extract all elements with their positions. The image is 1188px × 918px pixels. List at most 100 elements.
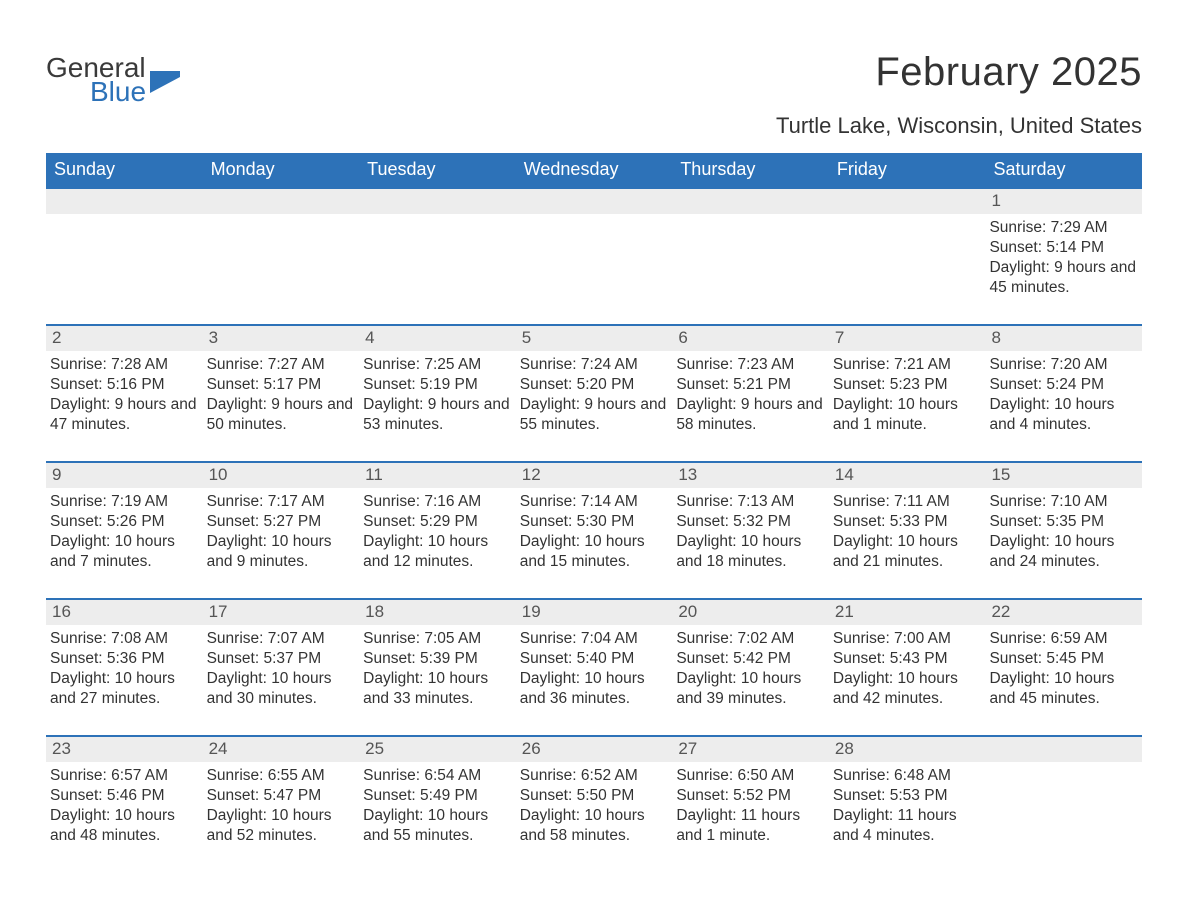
dow-header-cell: Friday	[829, 153, 986, 187]
daylight-text: Daylight: 10 hours and 9 minutes.	[207, 532, 354, 572]
brand-logo: General Blue	[46, 50, 180, 106]
day-number: 25	[359, 737, 516, 762]
sunrise-text: Sunrise: 6:59 AM	[989, 629, 1136, 649]
day-number: 16	[46, 600, 203, 625]
sunrise-text: Sunrise: 7:07 AM	[207, 629, 354, 649]
day-number: 14	[829, 463, 986, 488]
sunrise-text: Sunrise: 7:11 AM	[833, 492, 980, 512]
sunset-text: Sunset: 5:24 PM	[989, 375, 1136, 395]
day-number: 28	[829, 737, 986, 762]
day-number: 9	[46, 463, 203, 488]
day-details: Sunrise: 6:54 AMSunset: 5:49 PMDaylight:…	[359, 762, 516, 858]
sunrise-text: Sunrise: 7:16 AM	[363, 492, 510, 512]
day-number	[985, 737, 1142, 762]
daylight-text: Daylight: 10 hours and 15 minutes.	[520, 532, 667, 572]
daylight-text: Daylight: 9 hours and 45 minutes.	[989, 258, 1136, 298]
day-details	[672, 214, 829, 310]
sunset-text: Sunset: 5:42 PM	[676, 649, 823, 669]
day-details: Sunrise: 7:19 AMSunset: 5:26 PMDaylight:…	[46, 488, 203, 584]
details-row: Sunrise: 7:29 AMSunset: 5:14 PMDaylight:…	[46, 214, 1142, 324]
day-number	[359, 189, 516, 214]
sunset-text: Sunset: 5:27 PM	[207, 512, 354, 532]
daylight-text: Daylight: 10 hours and 4 minutes.	[989, 395, 1136, 435]
day-details: Sunrise: 7:28 AMSunset: 5:16 PMDaylight:…	[46, 351, 203, 447]
daylight-text: Daylight: 10 hours and 21 minutes.	[833, 532, 980, 572]
day-details: Sunrise: 7:05 AMSunset: 5:39 PMDaylight:…	[359, 625, 516, 721]
week-block: 1Sunrise: 7:29 AMSunset: 5:14 PMDaylight…	[46, 187, 1142, 324]
day-number: 24	[203, 737, 360, 762]
sunset-text: Sunset: 5:23 PM	[833, 375, 980, 395]
day-details: Sunrise: 6:57 AMSunset: 5:46 PMDaylight:…	[46, 762, 203, 858]
brand-text: General Blue	[46, 54, 146, 106]
daylight-text: Daylight: 10 hours and 48 minutes.	[50, 806, 197, 846]
daynum-row: 1	[46, 189, 1142, 214]
daynum-row: 232425262728	[46, 737, 1142, 762]
day-number: 3	[203, 326, 360, 351]
day-number	[46, 189, 203, 214]
daylight-text: Daylight: 9 hours and 50 minutes.	[207, 395, 354, 435]
sunrise-text: Sunrise: 7:10 AM	[989, 492, 1136, 512]
daylight-text: Daylight: 10 hours and 39 minutes.	[676, 669, 823, 709]
daylight-text: Daylight: 10 hours and 24 minutes.	[989, 532, 1136, 572]
day-number: 17	[203, 600, 360, 625]
daylight-text: Daylight: 10 hours and 12 minutes.	[363, 532, 510, 572]
sunset-text: Sunset: 5:53 PM	[833, 786, 980, 806]
sunrise-text: Sunrise: 7:21 AM	[833, 355, 980, 375]
day-details: Sunrise: 7:27 AMSunset: 5:17 PMDaylight:…	[203, 351, 360, 447]
day-details	[46, 214, 203, 310]
daylight-text: Daylight: 11 hours and 1 minute.	[676, 806, 823, 846]
sunrise-text: Sunrise: 7:13 AM	[676, 492, 823, 512]
sunset-text: Sunset: 5:19 PM	[363, 375, 510, 395]
daylight-text: Daylight: 10 hours and 27 minutes.	[50, 669, 197, 709]
sunrise-text: Sunrise: 6:52 AM	[520, 766, 667, 786]
day-number: 23	[46, 737, 203, 762]
dow-header-cell: Tuesday	[359, 153, 516, 187]
day-number: 27	[672, 737, 829, 762]
sunrise-text: Sunrise: 7:23 AM	[676, 355, 823, 375]
calendar: SundayMondayTuesdayWednesdayThursdayFrid…	[46, 153, 1142, 872]
day-number: 21	[829, 600, 986, 625]
day-details	[359, 214, 516, 310]
day-number: 19	[516, 600, 673, 625]
day-details: Sunrise: 6:52 AMSunset: 5:50 PMDaylight:…	[516, 762, 673, 858]
sunset-text: Sunset: 5:35 PM	[989, 512, 1136, 532]
daylight-text: Daylight: 10 hours and 55 minutes.	[363, 806, 510, 846]
day-number: 7	[829, 326, 986, 351]
day-details: Sunrise: 7:23 AMSunset: 5:21 PMDaylight:…	[672, 351, 829, 447]
daylight-text: Daylight: 10 hours and 30 minutes.	[207, 669, 354, 709]
sunrise-text: Sunrise: 6:57 AM	[50, 766, 197, 786]
daylight-text: Daylight: 10 hours and 1 minute.	[833, 395, 980, 435]
daylight-text: Daylight: 10 hours and 52 minutes.	[207, 806, 354, 846]
daylight-text: Daylight: 9 hours and 53 minutes.	[363, 395, 510, 435]
dow-header-cell: Sunday	[46, 153, 203, 187]
sunrise-text: Sunrise: 7:29 AM	[989, 218, 1136, 238]
day-number	[203, 189, 360, 214]
day-details: Sunrise: 6:55 AMSunset: 5:47 PMDaylight:…	[203, 762, 360, 858]
day-details	[985, 762, 1142, 858]
sunset-text: Sunset: 5:47 PM	[207, 786, 354, 806]
sunrise-text: Sunrise: 7:25 AM	[363, 355, 510, 375]
day-number: 1	[985, 189, 1142, 214]
sunset-text: Sunset: 5:20 PM	[520, 375, 667, 395]
sunrise-text: Sunrise: 7:24 AM	[520, 355, 667, 375]
day-number: 15	[985, 463, 1142, 488]
sunset-text: Sunset: 5:52 PM	[676, 786, 823, 806]
brand-triangle-icon	[150, 71, 180, 93]
sunset-text: Sunset: 5:14 PM	[989, 238, 1136, 258]
day-number: 13	[672, 463, 829, 488]
day-details	[203, 214, 360, 310]
sunrise-text: Sunrise: 6:55 AM	[207, 766, 354, 786]
sunset-text: Sunset: 5:21 PM	[676, 375, 823, 395]
title-block: February 2025 Turtle Lake, Wisconsin, Un…	[776, 50, 1142, 139]
day-details: Sunrise: 7:20 AMSunset: 5:24 PMDaylight:…	[985, 351, 1142, 447]
brand-blue: Blue	[90, 78, 146, 106]
sunset-text: Sunset: 5:33 PM	[833, 512, 980, 532]
details-row: Sunrise: 6:57 AMSunset: 5:46 PMDaylight:…	[46, 762, 1142, 872]
daynum-row: 2345678	[46, 326, 1142, 351]
day-details: Sunrise: 7:16 AMSunset: 5:29 PMDaylight:…	[359, 488, 516, 584]
sunrise-text: Sunrise: 7:20 AM	[989, 355, 1136, 375]
week-block: 16171819202122Sunrise: 7:08 AMSunset: 5:…	[46, 598, 1142, 735]
day-number: 22	[985, 600, 1142, 625]
day-details: Sunrise: 7:08 AMSunset: 5:36 PMDaylight:…	[46, 625, 203, 721]
day-number: 10	[203, 463, 360, 488]
